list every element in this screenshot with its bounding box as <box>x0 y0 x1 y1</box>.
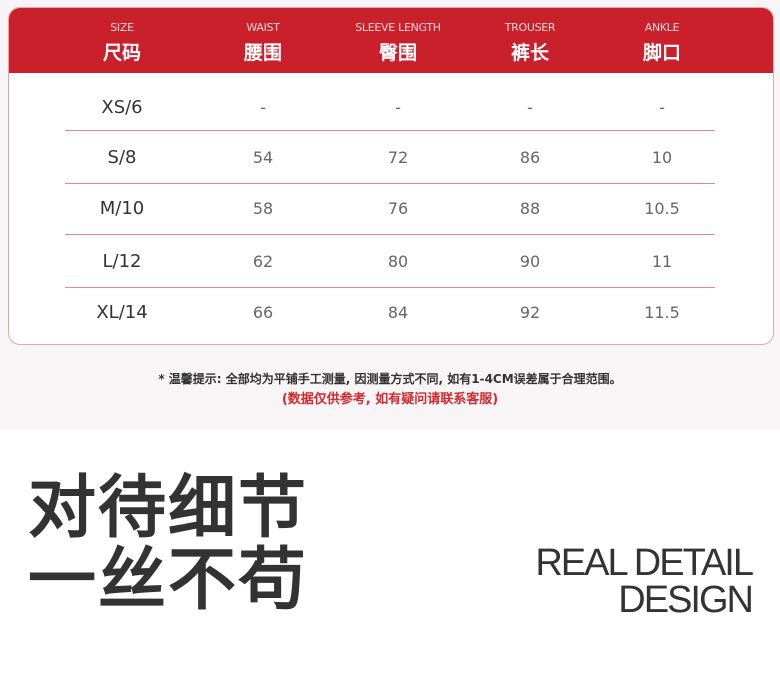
slogan-cn-line2: 一丝不苟 <box>28 541 309 620</box>
value-cell: 76 <box>387 199 409 218</box>
size-cell: XS/6 <box>101 97 143 118</box>
slogan-cn-line1: 对待细节 <box>28 469 309 548</box>
row-divider <box>65 287 715 288</box>
row-divider <box>65 183 715 184</box>
size-table: SIZE 尺码 WAIST 腰围 SLEEVE LENGTH 臀围 TROUSER 裤长 ANK… <box>8 7 774 345</box>
value-cell: - <box>527 98 533 117</box>
header-en-label: TROUSER <box>504 21 556 34</box>
reference-note: (数据仅供参考, 如有疑问请联系客服) <box>281 392 499 407</box>
row-divider <box>65 130 715 131</box>
value-cell: 10.5 <box>644 199 680 218</box>
value-cell: 62 <box>252 252 274 271</box>
size-cell: M/10 <box>99 198 145 219</box>
value-cell: 66 <box>252 303 274 322</box>
value-cell: 92 <box>519 303 541 322</box>
value-cell: 72 <box>387 148 409 167</box>
value-cell: 88 <box>519 199 541 218</box>
value-cell: 90 <box>519 252 541 271</box>
slogan-en-line2: DESIGN <box>618 579 754 621</box>
size-cell: XL/14 <box>96 302 148 323</box>
value-cell: - <box>260 98 266 117</box>
header-cn-label: 尺码 <box>102 42 141 64</box>
value-cell: 10 <box>651 148 673 167</box>
row-divider <box>65 234 715 235</box>
header-cn-label: 腰围 <box>243 42 282 64</box>
value-cell: 84 <box>387 303 409 322</box>
size-cell: S/8 <box>107 147 137 168</box>
value-cell: - <box>395 98 401 117</box>
value-cell: 11 <box>651 252 673 271</box>
value-cell: 58 <box>252 199 274 218</box>
header-cn-label: 裤长 <box>510 42 549 64</box>
header-cn-label: 脚口 <box>642 42 681 64</box>
value-cell: - <box>659 98 665 117</box>
header-en-label: ANKLE <box>644 21 680 34</box>
size-chart-section: SIZE 尺码 WAIST 腰围 SLEEVE LENGTH 臀围 TROUSER 裤长 ANK… <box>8 7 774 407</box>
value-cell: 11.5 <box>644 303 680 322</box>
value-cell: 54 <box>252 148 274 167</box>
value-cell: 80 <box>387 252 409 271</box>
size-cell: L/12 <box>102 251 142 272</box>
header-en-label: SIZE <box>110 21 134 34</box>
header-cn-label: 臀围 <box>378 42 417 64</box>
header-en-label: WAIST <box>246 21 280 34</box>
measurement-tip: * 温馨提示: 全部均为平铺手工测量, 因测量方式不同, 如有1-4CM误差属于… <box>158 372 622 386</box>
table-header: SIZE 尺码 WAIST 腰围 SLEEVE LENGTH 臀围 TROUSER 裤长 ANK… <box>9 8 773 73</box>
slogan-en-line1: REAL DETAIL <box>535 542 754 584</box>
header-en-label: SLEEVE LENGTH <box>355 21 441 34</box>
value-cell: 86 <box>519 148 541 167</box>
